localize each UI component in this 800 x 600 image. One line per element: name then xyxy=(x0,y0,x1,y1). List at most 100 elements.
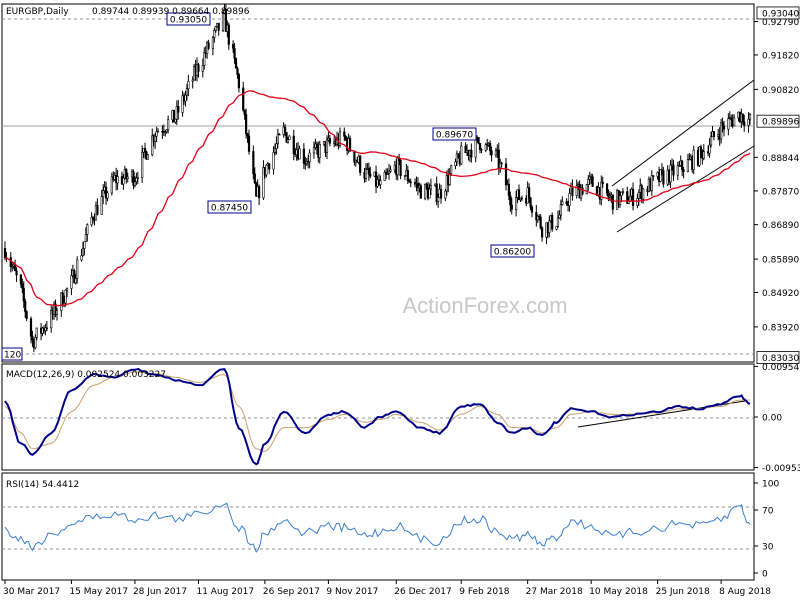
candle xyxy=(359,154,362,176)
candle xyxy=(396,155,399,181)
candle xyxy=(424,183,427,201)
candle xyxy=(143,142,147,159)
x-tick-label: 26 Dec 2017 xyxy=(394,587,452,597)
candle xyxy=(191,76,194,89)
candle xyxy=(600,175,603,206)
candle xyxy=(100,189,103,215)
annotation-0.87450: 0.87450 xyxy=(207,200,252,214)
candle xyxy=(507,178,510,201)
candle xyxy=(242,81,245,112)
candle xyxy=(509,191,512,212)
candle xyxy=(681,159,684,177)
macd-line xyxy=(4,367,751,466)
candle xyxy=(527,183,531,203)
candle xyxy=(236,66,239,79)
annotation-0.89670: 0.89670 xyxy=(432,127,477,141)
candle xyxy=(556,210,560,228)
candle xyxy=(133,176,137,188)
candle xyxy=(243,109,246,120)
candle xyxy=(234,57,238,69)
candle xyxy=(425,182,428,190)
candle xyxy=(132,169,135,190)
candle xyxy=(181,90,184,117)
candle xyxy=(44,323,47,336)
annotation-0.86200-text: 0.86200 xyxy=(494,248,531,258)
candle xyxy=(747,112,750,133)
price-tick: 0.85890 xyxy=(754,256,799,266)
candle xyxy=(403,175,407,181)
candle xyxy=(286,137,290,144)
candle xyxy=(19,274,22,288)
price-tick: 0.93040 xyxy=(756,6,799,19)
candle xyxy=(312,141,316,159)
x-tick-label: 8 Aug 2018 xyxy=(719,587,771,597)
candle xyxy=(499,158,502,173)
candle xyxy=(102,184,105,205)
price-tick-label: 0.93040 xyxy=(762,9,799,19)
candle xyxy=(386,168,389,175)
candle xyxy=(276,128,279,149)
candle xyxy=(618,191,622,208)
candle xyxy=(585,183,588,195)
candle xyxy=(50,305,53,333)
candle xyxy=(338,127,342,148)
chart-ohlc: 0.89744 0.89939 0.89664 0.89896 xyxy=(92,7,250,17)
candle xyxy=(268,163,271,174)
candle xyxy=(285,131,288,143)
price-tick: 0.88844 xyxy=(754,154,799,164)
candle xyxy=(743,114,746,132)
candle xyxy=(721,117,724,133)
candle xyxy=(185,83,189,101)
candle xyxy=(177,99,180,120)
macd-trendline xyxy=(577,400,746,428)
price-tick-label: 0.84920 xyxy=(762,289,799,299)
price-tick: 0.83920 xyxy=(754,323,799,333)
candle xyxy=(444,188,447,202)
candle xyxy=(227,22,230,50)
candle xyxy=(435,176,438,206)
candle xyxy=(90,212,93,227)
candle xyxy=(601,176,604,188)
price-tick-label: 0.90820 xyxy=(762,86,799,96)
x-tick-label: 25 Jun 2018 xyxy=(656,587,710,597)
candle xyxy=(252,145,255,180)
price-tick: 0.90820 xyxy=(754,86,799,96)
candle xyxy=(699,144,703,159)
candle xyxy=(135,172,138,185)
candle xyxy=(464,142,467,153)
candle xyxy=(369,166,372,179)
candle xyxy=(246,132,249,143)
candle xyxy=(96,198,99,216)
candle xyxy=(207,39,210,50)
candle xyxy=(611,194,614,215)
annotation-0.93050-text: 0.93050 xyxy=(170,16,207,26)
candle xyxy=(141,145,144,183)
candle xyxy=(605,183,609,197)
candle xyxy=(83,241,86,256)
candle xyxy=(538,214,541,221)
candle xyxy=(698,146,701,168)
candle xyxy=(15,267,18,282)
candle xyxy=(214,25,217,33)
candle xyxy=(24,298,27,318)
candle xyxy=(258,184,261,206)
candle xyxy=(211,35,215,56)
candle xyxy=(221,11,225,33)
x-axis: 30 Mar 2017 15 May 2017 28 Jun 2017 11 Aug … xyxy=(3,580,771,597)
x-tick-label: 9 Nov 2017 xyxy=(326,587,378,597)
candle xyxy=(302,143,305,169)
candle xyxy=(558,210,561,219)
annotation-0.86200: 0.86200 xyxy=(490,244,535,258)
candle xyxy=(678,160,681,167)
candle xyxy=(344,135,347,141)
candle xyxy=(727,113,730,136)
annotation-0.89670-text: 0.89670 xyxy=(436,131,473,141)
annotation-0.93050: 0.93050 xyxy=(166,12,211,26)
candle xyxy=(399,158,402,180)
annotation-120-text: 120 xyxy=(4,351,21,361)
chart-symbol: EURGBP,Daily xyxy=(6,7,69,17)
candle xyxy=(262,160,265,200)
candle xyxy=(70,268,73,296)
candle xyxy=(308,149,311,169)
candle xyxy=(489,140,492,156)
